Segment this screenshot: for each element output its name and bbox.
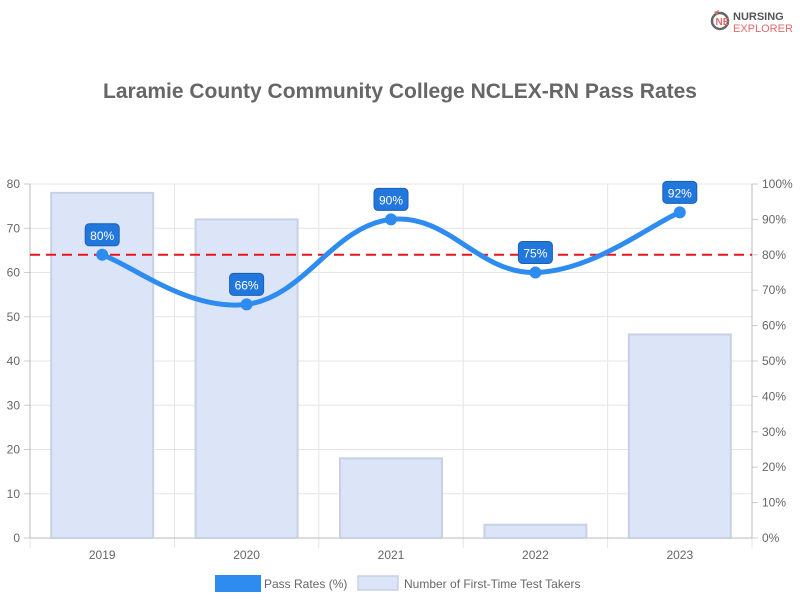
- legend-label-pass-rates: Pass Rates (%): [264, 577, 347, 591]
- y-left-tick-label: 0: [13, 531, 20, 545]
- y-left-tick-label: 10: [7, 487, 21, 501]
- data-label: 75%: [523, 247, 547, 261]
- y-right-tick-label: 0%: [762, 531, 780, 545]
- pass-rate-line: [99, 209, 683, 308]
- pass-rate-point: [385, 213, 397, 226]
- x-tick-label: 2021: [378, 548, 405, 562]
- y-right-tick-label: 60%: [762, 319, 786, 333]
- y-left-tick-label: 50: [7, 310, 21, 324]
- pass-rate-point: [673, 206, 686, 219]
- y-right-tick-label: 40%: [762, 389, 786, 403]
- legend-swatch-test-takers: [357, 575, 399, 591]
- y-right-tick-label: 50%: [762, 354, 786, 368]
- bar-test-takers: [194, 218, 299, 539]
- y-left-tick-label: 30: [7, 398, 21, 412]
- y-right-tick-label: 10%: [762, 496, 786, 510]
- x-tick-label: 2019: [89, 548, 116, 562]
- pass-rate-point: [96, 248, 109, 261]
- chart-title: Laramie County Community College NCLEX-R…: [103, 80, 697, 103]
- y-right-tick-label: 80%: [762, 248, 786, 262]
- data-label: 80%: [90, 229, 114, 243]
- data-label-box: [84, 223, 120, 247]
- data-label-box: [517, 241, 553, 264]
- data-label-box: [373, 187, 409, 211]
- y-right-tick-label: 70%: [762, 283, 786, 297]
- y-left-tick-label: 60: [7, 266, 21, 280]
- data-label: 92%: [668, 186, 692, 200]
- data-label-box: [229, 272, 265, 296]
- pass-rate-point: [240, 298, 253, 311]
- pass-rate-point: [529, 266, 542, 279]
- y-left-tick-label: 20: [7, 443, 21, 457]
- svg-text:NURSING: NURSING: [733, 11, 784, 23]
- bar-test-takers: [483, 523, 588, 539]
- y-right-tick-label: 100%: [762, 177, 793, 191]
- legend-swatch-pass-rates: [215, 575, 261, 592]
- data-label: 66%: [235, 278, 259, 292]
- svg-text:EXPLORER: EXPLORER: [733, 23, 793, 34]
- y-right-tick-label: 30%: [762, 425, 786, 439]
- data-label: 90%: [379, 193, 403, 207]
- svg-text:NE: NE: [716, 17, 730, 28]
- x-tick-label: 2022: [522, 548, 549, 562]
- nursing-explorer-logo: NE NURSING EXPLORER: [710, 8, 795, 35]
- y-left-tick-label: 80: [7, 177, 21, 191]
- y-right-tick-label: 20%: [762, 460, 786, 474]
- y-right-tick-label: 90%: [762, 212, 786, 226]
- bar-test-takers: [627, 333, 732, 540]
- y-left-tick-label: 70: [7, 221, 21, 235]
- x-tick-label: 2023: [666, 548, 693, 562]
- bar-test-takers: [339, 457, 443, 540]
- data-label-box: [662, 180, 698, 204]
- legend-label-test-takers: Number of First-Time Test Takers: [404, 577, 580, 591]
- x-tick-label: 2020: [233, 548, 260, 562]
- y-left-tick-label: 40: [7, 354, 21, 368]
